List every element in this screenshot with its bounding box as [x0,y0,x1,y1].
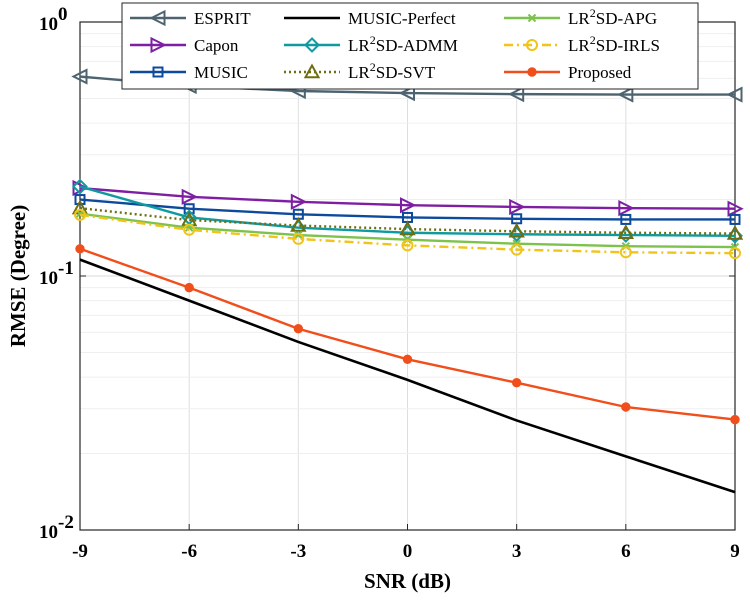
legend-swatch-marker [303,63,321,79]
legend-label: LR2SD-SVT [348,60,436,82]
legend-item: ESPRIT [130,9,251,28]
x-tick-label: -6 [181,541,197,562]
series-lr2sd-svt [71,199,744,240]
data-point [399,220,416,236]
data-point [293,324,304,334]
data-point [510,243,523,256]
y-tick-label-exponent: 0 [58,4,68,25]
data-point [72,179,89,197]
data-point [184,282,194,293]
legend-item: Proposed [504,63,632,82]
data-point [729,247,741,260]
legend-swatch-marker [152,66,164,78]
legend-swatch-marker [527,13,537,23]
series-proposed [75,244,740,425]
legend-item: MUSIC-Perfect [284,9,456,28]
series-line [79,206,736,235]
data-point [726,86,743,103]
data-point [730,414,740,425]
legend-swatch-marker [526,39,538,51]
x-tick-label: 3 [512,541,522,562]
data-point [181,188,198,205]
series-line [79,186,736,210]
x-axis-label: SNR (dB) [364,569,451,593]
data-point [617,224,635,239]
data-point [619,246,632,259]
data-point [617,86,634,103]
data-point [401,239,414,252]
legend-item: LR2SD-APG [504,6,657,28]
legend-label: LR2SD-IRLS [568,33,660,55]
legend-swatch-marker [150,36,167,54]
data-point [507,86,525,103]
data-point [618,200,635,217]
data-point [511,378,522,388]
data-point [74,208,86,221]
y-tick-label: 10 [39,522,58,543]
data-point [620,213,632,225]
legend-item: LR2SD-SVT [284,60,436,82]
data-point [290,216,307,232]
legend-label: LR2SD-ADMM [348,33,458,55]
legend-swatch-marker [304,37,320,53]
x-tick-label: 0 [403,541,413,562]
grid [79,21,736,531]
y-tick-label-exponent: -1 [58,258,74,279]
x-tick-label: -3 [290,541,306,562]
legend-label: ESPRIT [194,9,251,28]
data-point [621,402,631,412]
data-point [292,232,305,245]
legend-label: MUSIC [194,63,248,82]
data-point [183,223,196,236]
data-point [75,244,85,254]
legend-swatch-marker [149,9,166,27]
series-music-perfect [79,258,736,494]
x-tick-label: 9 [730,541,740,562]
series-line [79,258,736,494]
legend-item: LR2SD-IRLS [504,33,660,55]
series-line [79,185,736,237]
series-lr2sd-irls [74,208,741,260]
data-point [509,198,526,216]
data-point [398,84,415,102]
legend-swatch-marker [527,67,537,77]
data-point [402,354,413,364]
data-point [294,230,303,240]
series-line [79,198,735,221]
legend-label: MUSIC-Perfect [348,9,456,28]
data-point [71,68,88,85]
legend-label: Proposed [568,63,632,82]
legend-box [121,2,699,90]
data-point [508,222,525,238]
x-tick-label: -9 [72,541,88,562]
legend-label: LR2SD-APG [568,6,657,28]
legend-label: Capon [194,36,239,55]
legend-item: MUSIC [130,63,248,82]
data-point [726,224,744,240]
legend: ESPRIT Capon MUSIC MUSIC-Perfect LR2SD-ADMM L… [121,2,699,90]
series-capon [72,179,744,217]
data-point [74,194,86,206]
data-point [72,178,88,195]
data-point [290,193,308,210]
x-tick-label: 6 [621,541,631,562]
data-point [400,197,417,214]
series-layer [71,68,744,494]
legend-item: Capon [130,36,239,55]
y-tick-label: 10 [39,14,58,35]
data-point [729,213,741,225]
legend-item: LR2SD-ADMM [284,33,458,55]
y-tick-label-exponent: -2 [58,512,74,533]
y-tick-label: 10 [39,268,58,289]
series-line [79,213,736,255]
data-point [727,200,744,217]
y-axis-label: RMSE (Degree) [6,205,30,347]
